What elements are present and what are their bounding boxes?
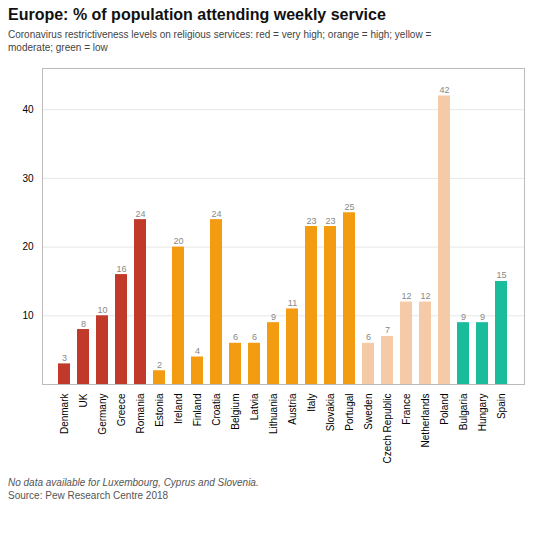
- svg-text:Denmark: Denmark: [59, 393, 70, 435]
- svg-text:3: 3: [62, 353, 67, 363]
- svg-text:4: 4: [195, 346, 200, 356]
- svg-text:Slovakia: Slovakia: [325, 393, 336, 431]
- svg-text:12: 12: [401, 291, 411, 301]
- svg-text:Latvia: Latvia: [249, 393, 260, 420]
- svg-text:Ireland: Ireland: [173, 394, 184, 425]
- svg-text:Greece: Greece: [116, 393, 127, 426]
- svg-text:UK: UK: [78, 393, 89, 407]
- svg-text:11: 11: [288, 298, 297, 308]
- svg-text:Croatia: Croatia: [211, 393, 222, 426]
- svg-text:20: 20: [173, 236, 183, 246]
- svg-text:9: 9: [480, 312, 485, 322]
- svg-text:Austria: Austria: [287, 393, 298, 425]
- svg-text:9: 9: [271, 312, 276, 322]
- svg-text:7: 7: [385, 325, 390, 335]
- svg-text:6: 6: [366, 332, 371, 342]
- html-text:Source: Pew Research Centre 20: Source: Pew Research Centre 2018: [8, 490, 169, 501]
- svg-text:2: 2: [157, 360, 162, 370]
- svg-text:Czech Republic: Czech Republic: [382, 394, 393, 464]
- svg-text:Poland: Poland: [439, 394, 450, 425]
- svg-text:20: 20: [22, 241, 34, 252]
- svg-text:Belgium: Belgium: [230, 394, 241, 430]
- svg-text:Finland: Finland: [192, 394, 203, 427]
- svg-text:10: 10: [97, 305, 107, 315]
- html-text:Coronavirus restrictiveness le: Coronavirus restrictiveness levels on re…: [8, 29, 432, 40]
- svg-text:24: 24: [135, 209, 145, 219]
- svg-text:16: 16: [116, 264, 126, 274]
- svg-text:Portugal: Portugal: [344, 394, 355, 431]
- html-text:moderate; green = low: moderate; green = low: [8, 42, 108, 53]
- svg-text:15: 15: [496, 270, 506, 280]
- svg-text:23: 23: [325, 216, 335, 226]
- html-text:No data available for Luxembou: No data available for Luxembourg, Cyprus…: [8, 477, 259, 488]
- svg-text:6: 6: [233, 332, 238, 342]
- svg-text:25: 25: [344, 202, 354, 212]
- svg-text:Estonia: Estonia: [154, 393, 165, 427]
- svg-text:Italy: Italy: [306, 394, 317, 412]
- svg-text:Lithuania: Lithuania: [268, 393, 279, 434]
- svg-text:Romania: Romania: [135, 393, 146, 433]
- svg-text:10: 10: [22, 310, 34, 321]
- svg-text:6: 6: [252, 332, 257, 342]
- svg-text:40: 40: [22, 104, 34, 115]
- svg-text:9: 9: [461, 312, 466, 322]
- svg-text:8: 8: [81, 319, 86, 329]
- svg-text:12: 12: [420, 291, 430, 301]
- svg-text:Sweden: Sweden: [363, 394, 374, 430]
- svg-text:24: 24: [211, 209, 221, 219]
- svg-text:Bulgaria: Bulgaria: [458, 393, 469, 430]
- svg-text:Germany: Germany: [97, 394, 108, 435]
- svg-text:Spain: Spain: [496, 394, 507, 420]
- html-text:Europe: % of population attend: Europe: % of population attending weekly…: [8, 6, 386, 23]
- svg-text:42: 42: [439, 85, 449, 95]
- svg-text:30: 30: [22, 173, 34, 184]
- svg-text:Netherlands: Netherlands: [420, 394, 431, 448]
- svg-text:France: France: [401, 393, 412, 425]
- svg-text:23: 23: [306, 216, 316, 226]
- svg-text:Hungary: Hungary: [477, 394, 488, 432]
